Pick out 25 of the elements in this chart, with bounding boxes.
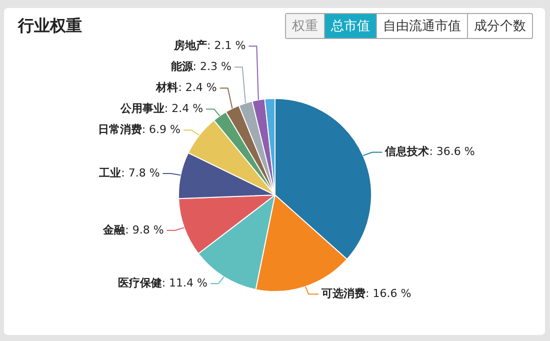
slice-label: 医疗保健: [118, 276, 162, 290]
data-label: : 2.4 %: [178, 81, 217, 94]
text: 成分个数: [467, 14, 532, 38]
slice-label: 工业: [98, 166, 122, 180]
slice-label: 房地产: [173, 39, 208, 52]
data-label: : 6.9 %: [142, 123, 180, 136]
data-label: : 2.3 %: [192, 60, 232, 74]
chart-title: 行业权重: [18, 16, 82, 37]
slice-label: 能源: [170, 60, 194, 74]
slice-label: 信息技术: [384, 145, 430, 158]
slice-label: 材料: [155, 81, 178, 94]
data-label: : 7.8 %: [121, 166, 160, 180]
slice-label: 日常消费: [98, 123, 142, 136]
text: 权重: [286, 14, 324, 38]
text: 总市值: [324, 14, 376, 38]
data-label: : 36.6 %: [429, 145, 475, 158]
slice-label: 公用事业: [119, 102, 164, 116]
data-label: : 11.4 %: [162, 276, 208, 290]
text: 自由流通市值: [376, 14, 467, 38]
data-label: : 2.4 %: [164, 102, 204, 116]
data-label: : 16.6 %: [366, 287, 412, 300]
data-label: : 9.8 %: [125, 223, 164, 236]
slice-label: 可选消费: [320, 287, 366, 300]
data-label: : 2.1 %: [207, 39, 246, 52]
slice-label: 金融: [102, 223, 126, 236]
